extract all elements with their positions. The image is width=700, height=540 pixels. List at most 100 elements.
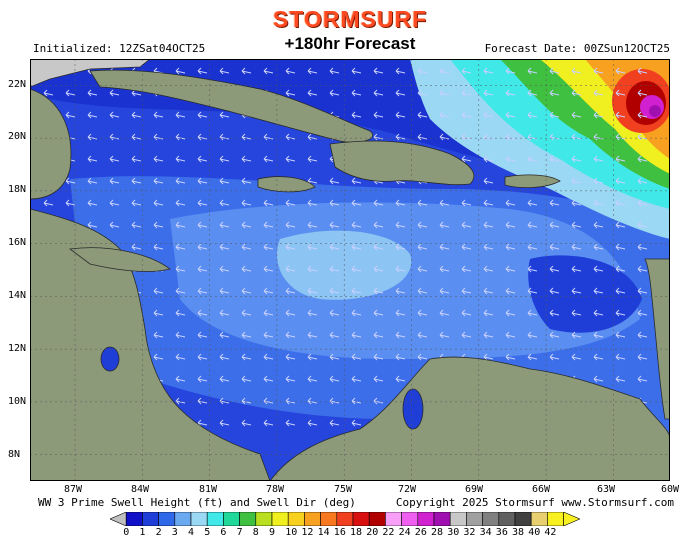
swell-arrow <box>417 309 428 317</box>
swell-arrow <box>527 199 538 207</box>
swell-arrow <box>263 287 274 295</box>
swell-arrow <box>219 397 230 405</box>
swell-arrow <box>241 287 252 295</box>
swell-arrow <box>373 89 384 97</box>
swell-arrow <box>593 353 604 361</box>
lon-label: 66W <box>532 484 551 495</box>
legend-swatch <box>401 512 419 526</box>
swell-arrow <box>175 331 186 339</box>
swell-arrow <box>131 177 142 185</box>
swell-arrow <box>593 287 604 295</box>
swell-arrow <box>87 89 98 97</box>
legend-label: 24 <box>398 527 411 538</box>
legend-label: 1 <box>139 527 146 538</box>
swell-arrow <box>241 265 252 273</box>
swell-arrow <box>87 221 98 229</box>
swell-arrow <box>197 199 208 207</box>
swell-arrow <box>307 353 318 361</box>
swell-arrow <box>263 397 274 405</box>
swell-arrow <box>549 331 560 339</box>
swell-arrow <box>417 265 428 273</box>
legend-swatch <box>466 512 483 526</box>
swell-arrow <box>615 353 626 361</box>
legend-swatch <box>498 512 516 526</box>
swell-arrow <box>241 155 252 163</box>
swell-arrow <box>461 243 472 251</box>
swell-arrow <box>373 353 384 361</box>
swell-arrow <box>527 155 538 163</box>
lat-label: 16N <box>8 237 27 248</box>
swell-arrow <box>571 309 582 317</box>
swell-arrow <box>241 67 252 75</box>
legend-swatch <box>255 512 273 526</box>
swell-arrow <box>637 353 648 361</box>
swell-arrow <box>329 287 340 295</box>
lon-label: 63W <box>597 484 616 495</box>
swell-arrow <box>593 243 604 251</box>
swell-arrow <box>527 89 538 97</box>
legend-label: 14 <box>317 527 330 538</box>
swell-arrow <box>109 199 120 207</box>
swell-arrow <box>637 177 648 185</box>
legend-label: 16 <box>333 527 346 538</box>
swell-arrow <box>131 221 142 229</box>
lat-label: 12N <box>8 343 27 354</box>
swell-arrow <box>219 265 230 273</box>
swell-arrow <box>153 133 164 141</box>
landmasses <box>30 59 670 481</box>
legend-swatch <box>223 512 240 526</box>
swell-arrow <box>593 309 604 317</box>
swell-arrow <box>175 221 186 229</box>
swell-arrow <box>549 265 560 273</box>
legend-swatch <box>142 512 159 526</box>
swell-arrow <box>307 287 318 295</box>
swell-arrow <box>175 199 186 207</box>
swell-arrow <box>593 133 604 141</box>
swell-arrow <box>241 331 252 339</box>
swell-arrow <box>307 265 318 273</box>
swell-arrow <box>153 111 164 119</box>
gulf-of-mexico-land <box>30 59 151 88</box>
swell-arrow <box>483 111 494 119</box>
swell-arrow <box>505 199 516 207</box>
legend-label: 5 <box>204 527 211 538</box>
swell-arrow <box>263 155 274 163</box>
swell-arrow <box>417 199 428 207</box>
swell-arrow <box>373 331 384 339</box>
swell-arrow <box>65 111 76 119</box>
swell-arrow <box>175 287 186 295</box>
swell-arrow <box>417 111 428 119</box>
swell-arrow <box>351 265 362 273</box>
swell-arrow <box>395 287 406 295</box>
swell-arrow <box>505 221 516 229</box>
swell-arrow <box>65 89 76 97</box>
swell-arrow <box>351 419 362 427</box>
swell-arrow <box>109 133 120 141</box>
swell-arrow <box>439 89 450 97</box>
swell-arrow <box>285 419 296 427</box>
swell-arrow <box>637 155 648 163</box>
swell-arrow <box>175 243 186 251</box>
legend-label: 34 <box>479 527 492 538</box>
swell-arrow <box>439 265 450 273</box>
swell-arrow <box>593 265 604 273</box>
swell-arrow <box>219 177 230 185</box>
swell-arrow <box>395 375 406 383</box>
swell-arrow <box>241 177 252 185</box>
swell-arrow <box>637 331 648 339</box>
swell-arrow <box>527 221 538 229</box>
swell-arrow <box>417 287 428 295</box>
legend-label: 3 <box>171 527 178 538</box>
legend-swatch <box>271 512 289 526</box>
swell-arrow <box>637 221 648 229</box>
swell-arrow <box>219 353 230 361</box>
lon-label: 78W <box>266 484 285 495</box>
swell-arrow <box>175 353 186 361</box>
central-america-land <box>30 208 271 481</box>
swell-arrow <box>87 177 98 185</box>
swell-arrow <box>307 397 318 405</box>
swell-arrow <box>395 199 406 207</box>
swell-arrow <box>263 221 274 229</box>
copyright-caption: Copyright 2025 Stormsurf www.Stormsurf.c… <box>395 496 674 509</box>
swell-arrow <box>571 331 582 339</box>
